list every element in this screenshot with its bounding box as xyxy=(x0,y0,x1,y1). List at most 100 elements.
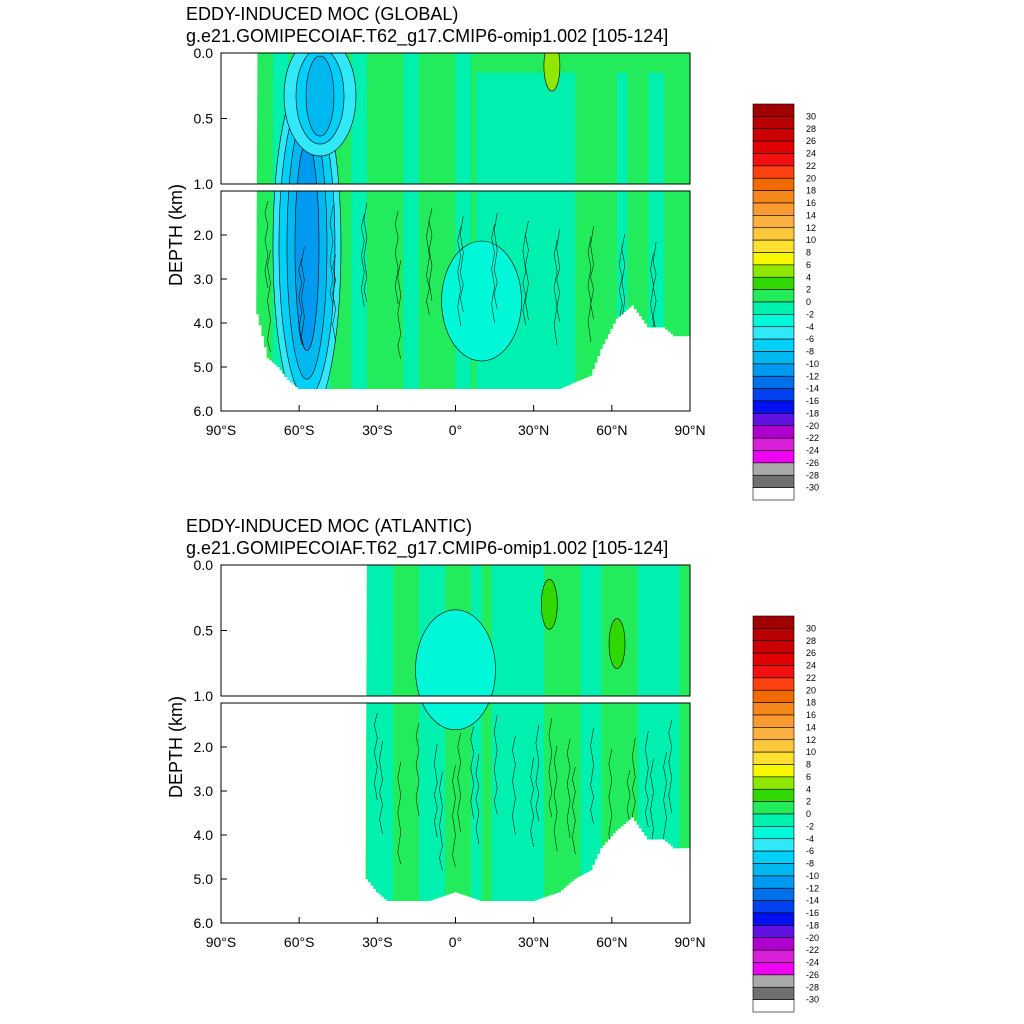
contour-line xyxy=(590,225,594,320)
x-tick-label: 60°S xyxy=(284,934,315,950)
colorbar-swatch xyxy=(752,326,795,340)
colorbar-swatch xyxy=(752,801,795,815)
colorbar-label: 30 xyxy=(806,111,816,121)
colorbar-label: 22 xyxy=(806,161,816,171)
y-tick-label: 0.0 xyxy=(194,45,214,61)
contour-line xyxy=(457,732,461,833)
colorbar-label: 8 xyxy=(806,248,811,258)
colorbar-label: 26 xyxy=(806,136,816,146)
contour-feature xyxy=(294,141,320,351)
colorbar-label: 12 xyxy=(806,735,816,745)
contour-feature xyxy=(540,579,558,630)
colorbar-label: -22 xyxy=(806,433,819,443)
colorbar-swatch xyxy=(752,863,795,877)
x-tick-label: 90°S xyxy=(206,422,237,438)
contour-line xyxy=(301,246,305,350)
colorbar-label: 6 xyxy=(806,772,811,782)
colorbar-label: -6 xyxy=(806,846,814,856)
atlantic-moc-panel: EDDY-INDUCED MOC (ATLANTIC) g.e21.GOMIPEC… xyxy=(0,512,1024,1024)
colorbar-swatch xyxy=(752,665,795,679)
colorbar-label: -26 xyxy=(806,458,819,468)
contour-line xyxy=(522,231,527,326)
colorbar-label: -22 xyxy=(806,945,819,955)
colorbar-label: -10 xyxy=(806,871,819,881)
negative-band xyxy=(403,53,420,389)
colorbar-label: -6 xyxy=(806,334,814,344)
negative-band xyxy=(648,72,664,389)
colorbar-swatch xyxy=(752,850,795,864)
negative-band xyxy=(637,565,680,901)
colorbar-swatch xyxy=(752,887,795,901)
colorbar-label: 30 xyxy=(806,623,816,633)
contour-line xyxy=(428,207,433,302)
colorbar-label: 18 xyxy=(806,186,816,196)
colorbar-swatch xyxy=(752,875,795,889)
contour-line xyxy=(548,717,553,818)
colorbar-label: 28 xyxy=(806,124,816,134)
contour-line xyxy=(590,727,594,825)
contour-line xyxy=(632,737,636,832)
colorbar-swatch xyxy=(752,986,795,1000)
colorbar-label: 0 xyxy=(806,809,811,819)
colorbar-swatch xyxy=(752,252,795,266)
y-tick-label: 2.0 xyxy=(194,227,214,243)
contour-line xyxy=(493,714,498,815)
colorbar-label: 24 xyxy=(806,149,816,159)
x-tick-label: 90°N xyxy=(674,934,705,950)
contour-line xyxy=(652,241,657,333)
colorbar-swatch xyxy=(752,363,795,377)
contour-line xyxy=(525,220,529,321)
contour-line xyxy=(426,218,430,316)
contour-line xyxy=(397,761,402,865)
colorbar-swatch xyxy=(752,615,795,629)
colorbar-label: -2 xyxy=(806,309,814,319)
colorbar-label: -18 xyxy=(806,408,819,418)
colorbar-label: 14 xyxy=(806,722,816,732)
colorbar-swatch xyxy=(752,400,795,414)
colorbar-label: 20 xyxy=(806,685,816,695)
colorbar-label: -14 xyxy=(806,384,819,394)
contour-line xyxy=(491,223,495,324)
colorbar-label: -30 xyxy=(806,483,819,493)
colorbar-swatch xyxy=(752,413,795,427)
global-moc-chart: EDDY-INDUCED MOC (GLOBAL)g.e21.GOMIPECOI… xyxy=(166,4,819,501)
contour-line xyxy=(379,740,383,835)
colorbar-label: -20 xyxy=(806,933,819,943)
x-tick-label: 60°S xyxy=(284,422,315,438)
y-tick-label: 6.0 xyxy=(194,403,214,419)
colorbar-swatch xyxy=(752,813,795,827)
colorbar-label: -10 xyxy=(806,359,819,369)
contour-line xyxy=(530,756,534,848)
colorbar-swatch xyxy=(752,190,795,204)
colorbar-label: 12 xyxy=(806,223,816,233)
colorbar-swatch xyxy=(752,937,795,951)
y-tick-label: 2.0 xyxy=(194,739,214,755)
contour-line xyxy=(512,735,516,836)
contour-feature xyxy=(608,618,626,669)
colorbar-swatch xyxy=(752,289,795,303)
colorbar-label: 16 xyxy=(806,710,816,720)
chart-subtitle: g.e21.GOMIPECOIAF.T62_g17.CMIP6-omip1.00… xyxy=(186,538,668,559)
y-tick-label: 6.0 xyxy=(194,915,214,931)
colorbar-swatch xyxy=(752,215,795,229)
contour-line xyxy=(439,771,443,872)
colorbar-label: -4 xyxy=(806,322,814,332)
x-tick-label: 0° xyxy=(449,934,462,950)
y-tick-label: 1.0 xyxy=(194,688,214,704)
contour-line xyxy=(645,730,649,828)
colorbar-swatch xyxy=(752,925,795,939)
colorbar-label: -8 xyxy=(806,859,814,869)
contour-line xyxy=(332,254,336,343)
contour-line xyxy=(553,239,558,346)
contour-line xyxy=(298,257,303,346)
x-tick-label: 90°S xyxy=(206,934,237,950)
colorbar-label: 16 xyxy=(806,198,816,208)
colorbar-swatch xyxy=(752,652,795,666)
contour-feature xyxy=(543,53,561,92)
contour-line xyxy=(457,226,461,327)
colorbar-swatch xyxy=(752,776,795,790)
colorbar-label: -24 xyxy=(806,958,819,968)
colorbar-label: 4 xyxy=(806,272,811,282)
colorbar-label: 2 xyxy=(806,285,811,295)
contour-line xyxy=(329,205,334,306)
